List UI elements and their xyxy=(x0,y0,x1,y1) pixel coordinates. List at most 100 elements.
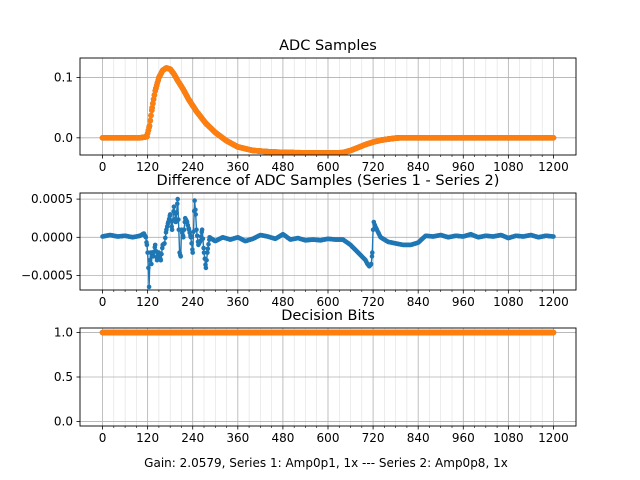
x-tick-label: 240 xyxy=(181,431,204,445)
data-point xyxy=(550,329,557,336)
data-point xyxy=(176,217,181,222)
x-tick-label: 960 xyxy=(452,160,475,174)
x-tick-label: 120 xyxy=(136,160,159,174)
plot-area xyxy=(99,329,557,336)
data-point xyxy=(188,235,194,240)
x-tick-label: 720 xyxy=(362,295,385,309)
x-tick-label: 0 xyxy=(99,295,107,309)
data-point xyxy=(204,257,209,263)
y-tick-label: 0.0005 xyxy=(31,192,73,206)
footer-caption: Gain: 2.0579, Series 1: Amp0p1, 1x --- S… xyxy=(144,456,508,470)
data-point xyxy=(143,235,149,240)
data-point xyxy=(551,234,556,239)
y-tick-label: 0.0 xyxy=(54,415,73,429)
x-tick-label: 840 xyxy=(407,431,430,445)
data-point xyxy=(175,196,180,202)
x-tick-label: 840 xyxy=(407,295,430,309)
data-point xyxy=(205,250,210,255)
data-point xyxy=(147,257,153,263)
x-tick-label: 120 xyxy=(136,431,159,445)
data-point xyxy=(368,261,374,267)
y-tick-label: 0.0 xyxy=(54,131,73,145)
data-point xyxy=(171,204,177,209)
x-tick-label: 240 xyxy=(181,160,204,174)
data-point xyxy=(149,261,154,267)
x-tick-label: 600 xyxy=(317,295,340,309)
y-tick-label: 0.5 xyxy=(54,370,73,384)
data-point xyxy=(159,251,164,257)
data-point xyxy=(151,92,158,98)
x-tick-label: 1200 xyxy=(538,431,569,445)
x-tick-label: 480 xyxy=(271,160,294,174)
data-point xyxy=(167,212,173,217)
chart-panel-1: 0 120 240 360 480 600 720 840 960 1080 1200 0.0 0.1 A… xyxy=(54,38,577,174)
data-point xyxy=(149,104,155,111)
data-point xyxy=(150,96,157,103)
x-tick-label: 0 xyxy=(99,160,107,174)
axes-frame xyxy=(79,57,577,156)
data-point xyxy=(201,250,207,255)
data-point xyxy=(147,117,154,124)
data-point xyxy=(181,235,186,240)
data-point xyxy=(369,254,375,259)
data-point xyxy=(163,235,168,241)
data-point xyxy=(169,227,175,232)
x-tick-label: 240 xyxy=(181,295,204,309)
x-tick-label: 720 xyxy=(362,160,385,174)
x-tick-label: 600 xyxy=(317,160,340,174)
plot-area xyxy=(100,196,556,290)
chart-title: Difference of ADC Samples (Series 1 - Se… xyxy=(157,173,500,189)
x-tick-label: 480 xyxy=(271,431,294,445)
data-point xyxy=(201,245,206,251)
data-point xyxy=(370,250,375,255)
plot-area xyxy=(99,65,557,155)
x-tick-label: 360 xyxy=(226,160,249,174)
chart-title: Decision Bits xyxy=(281,308,375,324)
data-point xyxy=(158,257,164,263)
x-tick-label: 0 xyxy=(99,431,107,445)
x-tick-label: 1080 xyxy=(493,431,524,445)
data-point xyxy=(181,227,187,232)
x-tick-label: 1200 xyxy=(538,295,569,309)
data-point xyxy=(148,112,154,119)
x-tick-label: 1200 xyxy=(538,160,569,174)
data-point xyxy=(146,265,151,271)
data-point xyxy=(174,210,179,216)
axes-frame xyxy=(79,192,577,291)
data-point xyxy=(206,241,211,247)
y-tick-label: −0.0005 xyxy=(21,268,73,282)
y-tick-label: 0.1 xyxy=(54,71,73,85)
data-point xyxy=(144,242,150,248)
axes-frame xyxy=(79,327,577,427)
data-point xyxy=(178,254,183,259)
x-tick-label: 600 xyxy=(317,431,340,445)
data-point xyxy=(190,250,195,255)
data-point xyxy=(162,241,167,246)
data-point xyxy=(146,123,153,129)
data-point xyxy=(193,212,198,217)
data-point xyxy=(194,227,199,232)
x-tick-label: 120 xyxy=(136,295,159,309)
chart-title: ADC Samples xyxy=(279,38,377,54)
data-point xyxy=(146,284,152,290)
x-tick-label: 720 xyxy=(362,431,385,445)
x-tick-label: 360 xyxy=(226,431,249,445)
data-point xyxy=(199,227,205,232)
y-tick-label: 1.0 xyxy=(54,325,73,339)
x-tick-label: 1080 xyxy=(493,160,524,174)
data-point xyxy=(194,233,200,239)
data-point xyxy=(175,201,180,206)
data-point xyxy=(193,207,198,213)
chart-panel-2: 0 120 240 360 480 600 720 840 960 1080 1200 −0.0005… xyxy=(21,173,577,309)
data-point xyxy=(152,242,158,248)
chart-panel-3: 0 120 240 360 480 600 720 840 960 1080 1200 0.0 0.5 1… xyxy=(54,308,577,445)
x-tick-label: 840 xyxy=(407,160,430,174)
y-tick-label: 0.0000 xyxy=(31,230,73,244)
x-tick-label: 480 xyxy=(271,295,294,309)
x-tick-label: 960 xyxy=(452,295,475,309)
data-point xyxy=(189,241,194,246)
data-point xyxy=(200,236,206,242)
x-tick-label: 960 xyxy=(452,431,475,445)
data-point xyxy=(550,135,557,141)
